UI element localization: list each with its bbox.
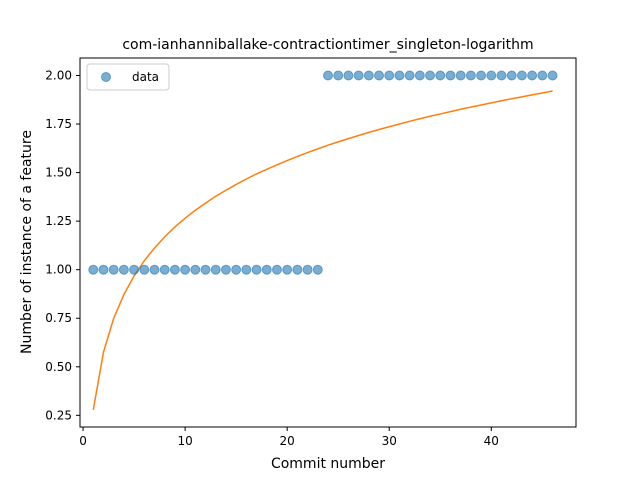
data-point [394, 70, 405, 81]
data-point [271, 264, 282, 275]
data-point [180, 264, 191, 275]
data-point [425, 70, 436, 81]
data-point [88, 264, 99, 275]
data-point [323, 70, 333, 81]
data-point [292, 264, 303, 275]
data-point [261, 264, 272, 275]
data-point [384, 70, 395, 81]
y-tick-label: 1.00 [45, 263, 72, 277]
y-tick-label: 2.00 [45, 68, 72, 82]
data-point [343, 70, 354, 81]
data-point [404, 70, 415, 81]
x-tick-label: 10 [177, 434, 192, 448]
fit-line [92, 90, 553, 411]
data-point [139, 264, 150, 275]
y-axis-label: Number of instance of a feature [19, 130, 35, 354]
data-point [435, 70, 446, 81]
data-point [210, 264, 221, 275]
x-tick-label: 30 [382, 434, 397, 448]
data-point [231, 264, 242, 275]
data-point [547, 70, 558, 81]
legend-marker-data [101, 72, 111, 82]
data-point [190, 264, 201, 275]
legend-label-data: data [132, 70, 159, 84]
data-point [445, 70, 456, 81]
data-point [414, 70, 425, 81]
plot-area [88, 70, 558, 411]
data-point [251, 264, 262, 275]
x-tick-label: 40 [484, 434, 499, 448]
x-tick-label: 20 [280, 434, 295, 448]
data-point [302, 264, 313, 275]
data-point [506, 70, 517, 81]
data-point [108, 264, 119, 275]
data-point [159, 264, 170, 275]
data-point [527, 70, 538, 81]
data-point [363, 70, 374, 81]
y-tick-label: 0.50 [45, 360, 72, 374]
data-point [149, 264, 160, 275]
data-point [465, 70, 476, 81]
y-tick-label: 1.75 [45, 117, 72, 131]
data-point [129, 264, 140, 275]
data-point [282, 264, 293, 275]
legend: data [86, 63, 170, 91]
data-point [220, 264, 231, 275]
data-point [200, 264, 211, 275]
data-point [169, 264, 180, 275]
data-point [118, 264, 129, 275]
chart-title: com-ianhanniballake-contractiontimer_sin… [122, 37, 533, 53]
y-tick-label: 0.75 [45, 311, 72, 325]
data-point [374, 70, 385, 81]
y-tick-label: 1.25 [45, 214, 72, 228]
legend-box [86, 63, 170, 91]
data-point [537, 70, 548, 81]
y-tick-label: 0.25 [45, 408, 72, 422]
x-axis-label: Commit number [271, 456, 385, 472]
data-point [516, 70, 527, 81]
data-point [486, 70, 497, 81]
data-point [241, 264, 252, 275]
y-axis: 0.25 0.50 0.75 1.00 1.25 1.50 1.75 2.00 [45, 68, 80, 422]
x-tick-label: 0 [79, 434, 87, 448]
data-point [455, 70, 466, 81]
plot-frame [79, 57, 577, 428]
data-point [476, 70, 487, 81]
data-point [353, 70, 364, 81]
data-point [98, 264, 109, 275]
y-tick-label: 1.50 [45, 166, 72, 180]
data-point [333, 70, 344, 81]
data-point [496, 70, 507, 81]
x-axis: 0 10 20 30 40 [79, 427, 499, 448]
data-point [312, 264, 323, 275]
